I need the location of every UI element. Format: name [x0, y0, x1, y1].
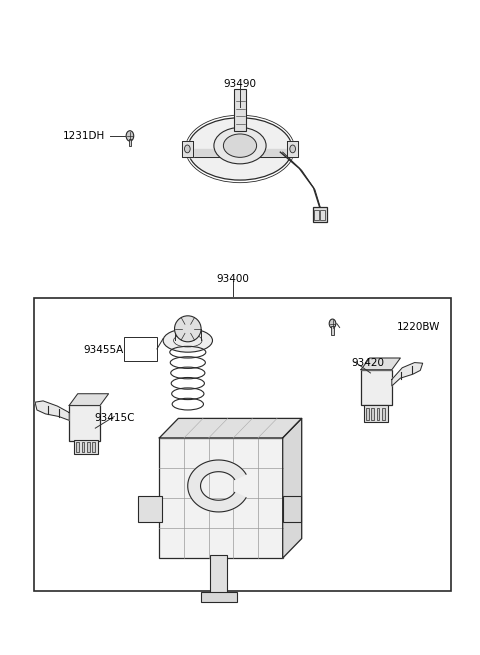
Bar: [69, 405, 100, 441]
Bar: [382, 408, 384, 420]
Text: 93490: 93490: [224, 79, 256, 89]
Text: 1231DH: 1231DH: [62, 131, 105, 141]
Polygon shape: [69, 394, 108, 405]
Bar: [234, 88, 246, 131]
Bar: [92, 442, 95, 452]
Bar: [361, 369, 392, 405]
Bar: [129, 138, 132, 146]
Bar: [331, 326, 334, 335]
Bar: [201, 592, 237, 602]
Ellipse shape: [290, 145, 296, 153]
Bar: [364, 405, 388, 422]
Bar: [377, 408, 380, 420]
Polygon shape: [35, 401, 69, 421]
Ellipse shape: [126, 131, 134, 141]
Polygon shape: [288, 141, 298, 157]
Polygon shape: [182, 141, 192, 157]
Ellipse shape: [163, 329, 213, 352]
Bar: [124, 337, 157, 362]
Text: 93400: 93400: [216, 274, 249, 284]
Bar: [372, 408, 374, 420]
Text: 93455A: 93455A: [84, 345, 124, 355]
Bar: [74, 440, 97, 454]
Text: 1220BW: 1220BW: [396, 322, 440, 333]
Polygon shape: [283, 419, 301, 558]
Ellipse shape: [223, 134, 257, 157]
Ellipse shape: [175, 316, 201, 342]
Text: 93415C: 93415C: [94, 413, 134, 423]
Bar: [34, 298, 451, 591]
Bar: [320, 210, 325, 219]
Bar: [312, 208, 327, 221]
Bar: [314, 210, 319, 219]
Ellipse shape: [188, 118, 292, 180]
Bar: [87, 442, 90, 452]
Polygon shape: [188, 460, 246, 512]
Ellipse shape: [184, 145, 190, 153]
Text: 93420: 93420: [351, 358, 384, 368]
Bar: [210, 555, 227, 597]
Ellipse shape: [214, 128, 266, 164]
Polygon shape: [361, 358, 400, 369]
Bar: [138, 496, 162, 522]
Ellipse shape: [329, 319, 336, 328]
Bar: [366, 408, 369, 420]
Bar: [82, 442, 84, 452]
Polygon shape: [392, 363, 423, 386]
Polygon shape: [159, 419, 301, 438]
Bar: [283, 496, 301, 522]
Polygon shape: [185, 149, 295, 157]
Bar: [76, 442, 79, 452]
Bar: [159, 438, 283, 558]
